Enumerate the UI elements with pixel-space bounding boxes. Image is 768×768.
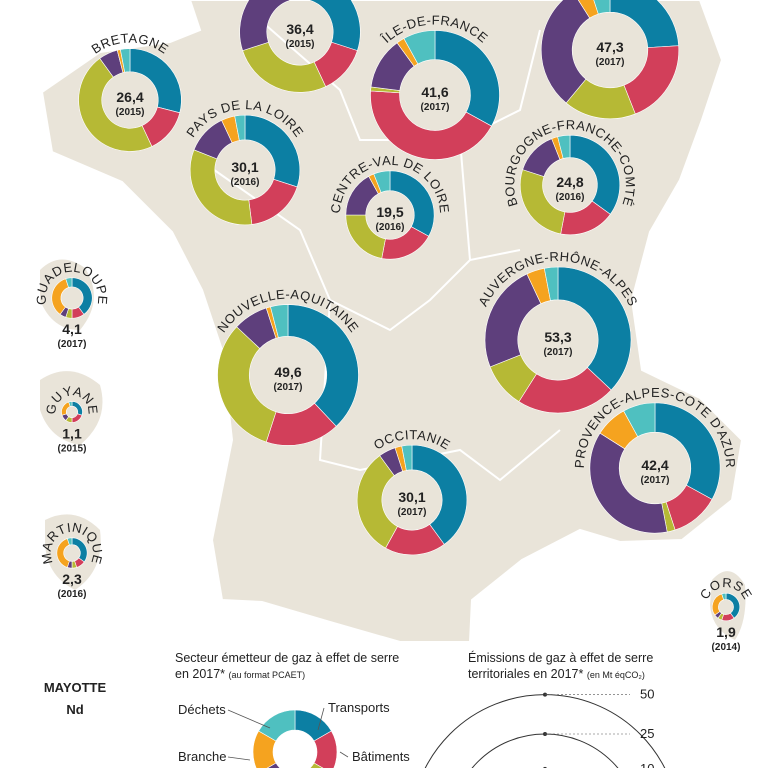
donut-segment [569, 134, 621, 215]
region-value: 47,3 [596, 39, 623, 55]
legend-pointer [339, 751, 349, 758]
donut-segment [401, 444, 413, 471]
region-year: (2017) [641, 475, 670, 486]
donut-segment [78, 58, 153, 152]
donut-segment [557, 266, 632, 391]
legend-label: Branche [178, 749, 226, 764]
donut-segment [287, 304, 359, 427]
size-legend-label: 50 [640, 687, 654, 702]
donut-segment [313, 730, 338, 768]
region-value: 2,3 [62, 571, 82, 587]
legend-pointer [317, 707, 325, 731]
donut-segment [258, 709, 296, 742]
size-legend-title: Émissions de gaz à effet de serre [468, 650, 653, 665]
region-value: 26,4 [116, 89, 143, 105]
donut-segment [217, 326, 277, 443]
size-legend-circle [471, 733, 619, 768]
land [40, 0, 744, 643]
donut-segment [540, 0, 591, 104]
donut-segment [434, 30, 500, 127]
donut-segment [589, 432, 668, 534]
legend-title: en 2017* (au format PCAET) [175, 667, 305, 681]
region-year: (2017) [596, 57, 625, 68]
region-year: (2015) [58, 443, 87, 454]
region-year: (2016) [58, 589, 87, 600]
donut-segment [266, 762, 281, 768]
legend-label: Transports [328, 700, 390, 715]
region-value: 19,5 [376, 204, 403, 220]
region-year: (2017) [398, 507, 427, 518]
island [40, 371, 103, 445]
donut-segment [543, 266, 559, 301]
size-legend-note: (en Mt éqCO₂) [587, 670, 645, 680]
donut-segment [721, 592, 727, 601]
donut-segment [66, 537, 73, 546]
region-year: (2016) [556, 192, 585, 203]
region-value: 53,3 [544, 329, 571, 345]
region-value: 36,4 [286, 21, 313, 37]
size-legend-label: 10 [640, 761, 654, 768]
region-year: (2017) [544, 347, 573, 358]
donut-segment [309, 762, 324, 768]
region-name: MAYOTTE [44, 680, 107, 695]
region-year: (2017) [421, 102, 450, 113]
donut-segment [270, 304, 289, 338]
size-legend-label: 25 [640, 726, 654, 741]
legend-title: en 2017* [175, 667, 225, 681]
region-value: 49,6 [274, 364, 301, 380]
region-year: (2017) [274, 382, 303, 393]
region-value: 4,1 [62, 321, 82, 337]
region-year: (2016) [376, 222, 405, 233]
legend-note: (au format PCAET) [229, 670, 306, 680]
donut-segment [623, 402, 656, 438]
region-value: Nd [66, 702, 83, 717]
legend-label: Déchets [178, 702, 226, 717]
donut-segment [239, 0, 291, 52]
region-value: 41,6 [421, 84, 448, 100]
donut-segment [403, 30, 436, 65]
region-value: 1,9 [716, 624, 736, 640]
region-year: (2014) [712, 642, 741, 653]
size-legend-title: territoriales en 2017* [468, 667, 583, 681]
donut-segment [411, 444, 468, 545]
donut-segment [234, 114, 246, 141]
donut-segment [68, 401, 73, 407]
legend-pointer [227, 756, 251, 761]
region-year: (2015) [286, 39, 315, 50]
donut-segment [593, 0, 611, 15]
legend-pointer [227, 709, 271, 729]
donut-segment [65, 277, 73, 288]
donut-segment [370, 90, 492, 160]
region-year: (2017) [58, 339, 87, 350]
donut-segment [189, 149, 253, 226]
region-year: (2015) [116, 107, 145, 118]
donut-segment [120, 48, 131, 73]
region-value: 42,4 [641, 457, 668, 473]
region-value: 1,1 [62, 425, 82, 441]
legend-title: Secteur émetteur de gaz à effet de serre [175, 651, 399, 665]
region-value: 30,1 [231, 159, 258, 175]
region-value: 30,1 [398, 489, 425, 505]
donut-segment [557, 134, 571, 159]
donut-segment [654, 402, 721, 500]
island [45, 514, 101, 590]
region-year: (2016) [231, 177, 260, 188]
legend-label: Bâtiments [352, 749, 410, 764]
island [710, 571, 746, 640]
donut-segment [373, 170, 391, 193]
region-value: 24,8 [556, 174, 583, 190]
size-legend-title: territoriales en 2017* (en Mt éqCO₂) [468, 667, 645, 681]
